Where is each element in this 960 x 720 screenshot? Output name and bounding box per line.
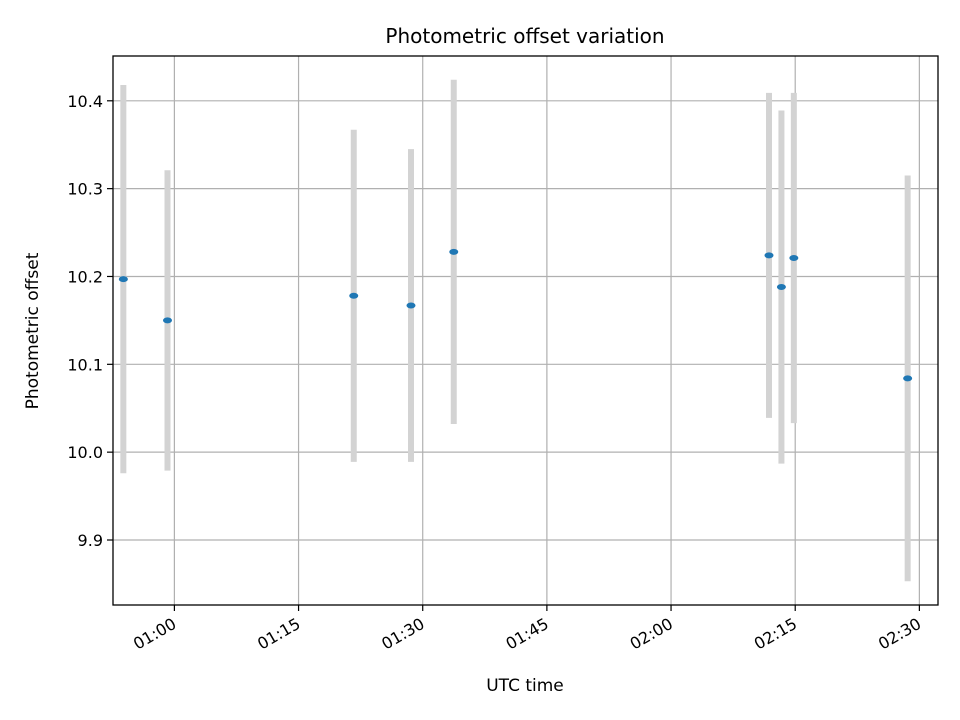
x-tick-label: 02:15 xyxy=(751,614,800,654)
chart-title: Photometric offset variation xyxy=(385,24,664,48)
y-tick-label: 10.1 xyxy=(67,355,103,374)
x-axis-ticks: 01:00 01:15 01:30 01:45 02:00 02:15 02:30 xyxy=(130,605,924,654)
x-tick-label: 01:30 xyxy=(378,614,427,654)
y-axis-ticks: 9.9 10.0 10.1 10.2 10.3 10.4 xyxy=(67,92,113,550)
data-point xyxy=(162,317,172,324)
data-point xyxy=(406,302,416,309)
data-point xyxy=(776,284,786,291)
y-tick-label: 9.9 xyxy=(78,531,103,550)
data-points xyxy=(118,248,913,382)
x-tick-label: 01:00 xyxy=(130,614,179,654)
x-tick-label: 01:15 xyxy=(254,614,303,654)
data-point xyxy=(118,276,128,283)
y-tick-label: 10.0 xyxy=(67,443,103,462)
errorbars xyxy=(120,79,911,582)
x-axis-label: UTC time xyxy=(486,676,564,696)
y-axis-label: Photometric offset xyxy=(23,252,43,409)
y-tick-label: 10.2 xyxy=(67,267,103,286)
x-tick-label: 01:45 xyxy=(502,614,551,654)
data-point xyxy=(449,248,459,255)
data-point xyxy=(349,292,359,299)
data-point xyxy=(789,255,799,262)
x-tick-label: 02:00 xyxy=(627,614,676,654)
y-tick-label: 10.3 xyxy=(67,180,103,199)
data-point xyxy=(764,252,774,259)
y-tick-label: 10.4 xyxy=(67,92,103,111)
data-point xyxy=(903,375,913,382)
x-tick-label: 02:30 xyxy=(875,614,924,654)
plot-frame xyxy=(112,55,939,606)
grid xyxy=(113,56,938,605)
